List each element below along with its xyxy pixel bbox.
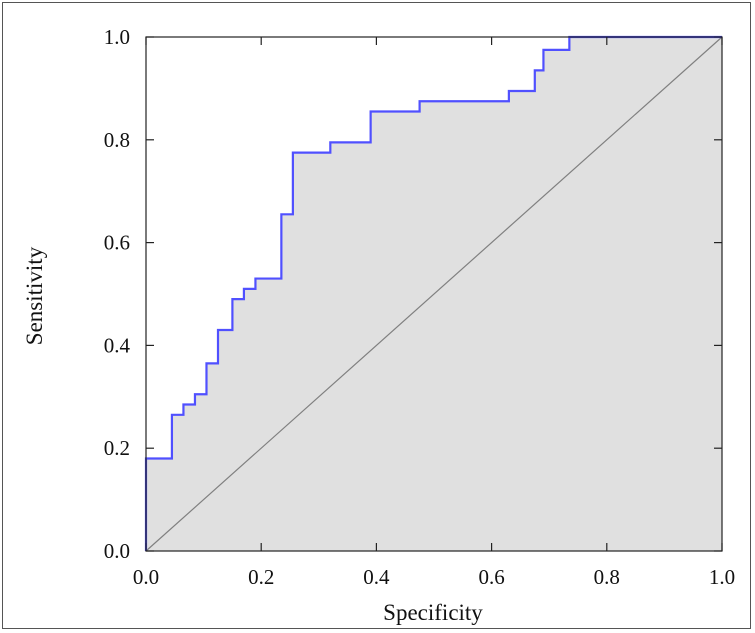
y-tick-label: 0.2 bbox=[104, 436, 130, 460]
y-tick-label: 1.0 bbox=[104, 25, 130, 49]
y-axis-label: Sensitivity bbox=[22, 246, 47, 345]
y-tick-label: 0.8 bbox=[104, 128, 130, 152]
y-tick-label: 0.6 bbox=[104, 231, 130, 255]
x-tick-label: 1.0 bbox=[709, 565, 735, 589]
x-axis-label: Specificity bbox=[383, 600, 483, 625]
roc-curve bbox=[144, 35, 722, 551]
y-tick-label: 0.0 bbox=[104, 539, 130, 563]
y-tick-label: 0.4 bbox=[104, 333, 131, 357]
curve-layer bbox=[144, 35, 722, 551]
x-tick-label: 0.6 bbox=[478, 565, 504, 589]
ticks-layer: 0.0 0.2 0.4 0.6 0.8 1.0 0.0 0.2 0.4 0.6 0.8 1.0 bbox=[104, 25, 735, 589]
diagonal-layer bbox=[145, 36, 723, 552]
x-tick-label: 0.2 bbox=[248, 565, 274, 589]
x-tick-label: 0.0 bbox=[133, 565, 159, 589]
plot-box bbox=[145, 36, 723, 552]
axes-layer bbox=[145, 36, 723, 552]
x-tick-label: 0.8 bbox=[594, 565, 620, 589]
x-tick-label: 0.4 bbox=[363, 565, 390, 589]
reference-diagonal bbox=[145, 36, 723, 552]
